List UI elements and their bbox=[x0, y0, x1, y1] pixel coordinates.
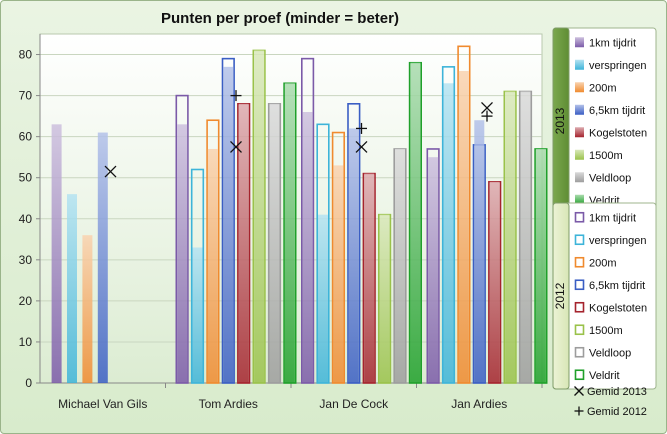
bar-2013-7-3 bbox=[535, 148, 546, 383]
legend-swatch bbox=[575, 149, 584, 160]
legend-label: Veldrit bbox=[589, 370, 620, 382]
legend-swatch bbox=[575, 194, 584, 205]
category-label: Michael Van Gils bbox=[58, 397, 147, 411]
legend-label: Gemid 2012 bbox=[587, 406, 647, 418]
bar-2013-6-3 bbox=[520, 91, 531, 383]
bar-2013-4-2 bbox=[364, 173, 375, 383]
bar-2013-0-3 bbox=[428, 157, 439, 383]
legend-label: Gemid 2013 bbox=[587, 386, 647, 398]
legend-label: 6,5km tijdrit bbox=[589, 280, 645, 292]
y-tick-label: 40 bbox=[19, 212, 33, 226]
legend-label: Veldloop bbox=[589, 172, 631, 184]
bar-2013-6-1 bbox=[269, 103, 280, 384]
y-tick-label: 70 bbox=[19, 89, 33, 103]
legend-label: verspringen bbox=[589, 235, 646, 247]
legend-label: Kogelstoten bbox=[589, 127, 647, 139]
bar-2013-4-3 bbox=[489, 181, 500, 383]
legend-label: 1500m bbox=[589, 150, 623, 162]
legend-label: 1km tijdrit bbox=[589, 37, 636, 49]
legend-label: Kogelstoten bbox=[589, 302, 647, 314]
avg-2012-marker bbox=[356, 122, 367, 134]
bar-2013-5-2 bbox=[379, 214, 390, 383]
legend-swatch bbox=[574, 369, 585, 381]
bar-2013-2-2 bbox=[333, 165, 344, 383]
bar-2013-2-1 bbox=[207, 148, 218, 383]
bar-2013-7-2 bbox=[410, 62, 421, 383]
avg-2012-marker bbox=[230, 90, 242, 102]
legend-swatch bbox=[575, 82, 584, 93]
y-tick-label: 50 bbox=[19, 171, 33, 185]
legend-swatch bbox=[574, 279, 585, 291]
legend-swatch bbox=[575, 59, 584, 70]
legend-swatch bbox=[574, 234, 585, 246]
legend-swatch bbox=[575, 127, 584, 138]
legend-swatch bbox=[575, 172, 584, 183]
legend-swatch bbox=[574, 256, 585, 268]
bar-2013-1-2 bbox=[318, 214, 328, 383]
legend-2012-tab bbox=[552, 202, 570, 390]
category-label: Tom Ardies bbox=[199, 397, 258, 411]
legend-swatch bbox=[575, 37, 584, 48]
bar-2013-4-1 bbox=[238, 103, 249, 384]
avg-2013-marker bbox=[481, 101, 493, 114]
legend-swatch bbox=[574, 301, 585, 313]
y-tick-label: 0 bbox=[25, 376, 32, 390]
y-tick-label: 20 bbox=[19, 294, 33, 308]
legend-marker-2013 bbox=[574, 386, 584, 396]
legend-label: verspringen bbox=[589, 60, 646, 72]
legend-swatch bbox=[574, 346, 585, 358]
bar-2013-1-0 bbox=[67, 194, 77, 383]
avg-2013-marker bbox=[355, 140, 368, 153]
legend-label: 6,5km tijdrit bbox=[589, 105, 645, 117]
chart-title: Punten per proef (minder = beter) bbox=[161, 10, 399, 27]
bar-2013-3-0 bbox=[97, 132, 108, 383]
bar-2013-3-2 bbox=[348, 128, 359, 383]
avg-2013-marker bbox=[104, 165, 117, 178]
bar-2013-5-1 bbox=[254, 50, 265, 384]
bar-2013-0-1 bbox=[177, 124, 188, 384]
bar-2013-2-0 bbox=[82, 235, 93, 383]
y-tick-label: 30 bbox=[19, 253, 33, 267]
bar-2013-7-1 bbox=[284, 83, 295, 383]
legend-2013-year-label: 2013 bbox=[553, 107, 567, 134]
bar-2013-1-1 bbox=[192, 247, 203, 383]
bar-2013-6-2 bbox=[395, 148, 405, 383]
avg-2013-marker bbox=[230, 140, 242, 153]
legend-label: 200m bbox=[589, 82, 617, 94]
avg-2012-marker bbox=[481, 110, 493, 122]
y-tick-label: 60 bbox=[19, 130, 33, 144]
bar-2013-3-3 bbox=[474, 120, 485, 384]
bar-2013-5-3 bbox=[505, 91, 516, 383]
legend-swatch bbox=[575, 104, 584, 115]
bar-2013-0-0 bbox=[51, 124, 62, 384]
legend-swatch bbox=[574, 211, 585, 223]
legend-2012-year-label: 2012 bbox=[553, 282, 567, 309]
legend-marker-2012 bbox=[574, 406, 584, 416]
bar-2013-1-3 bbox=[443, 83, 454, 383]
y-tick-label: 10 bbox=[19, 335, 33, 349]
category-label: Jan Ardies bbox=[451, 397, 507, 411]
legend-label: 200m bbox=[589, 257, 617, 269]
bar-2013-0-2 bbox=[302, 112, 313, 383]
legend-label: 1500m bbox=[589, 325, 623, 337]
legend-label: 1km tijdrit bbox=[589, 212, 636, 224]
y-tick-label: 80 bbox=[19, 48, 33, 62]
bar-2013-2-3 bbox=[458, 70, 469, 383]
legend-label: Veldloop bbox=[589, 347, 631, 359]
category-label: Jan De Cock bbox=[319, 397, 389, 411]
bar-2013-3-1 bbox=[223, 66, 234, 384]
legend-swatch bbox=[574, 324, 585, 336]
